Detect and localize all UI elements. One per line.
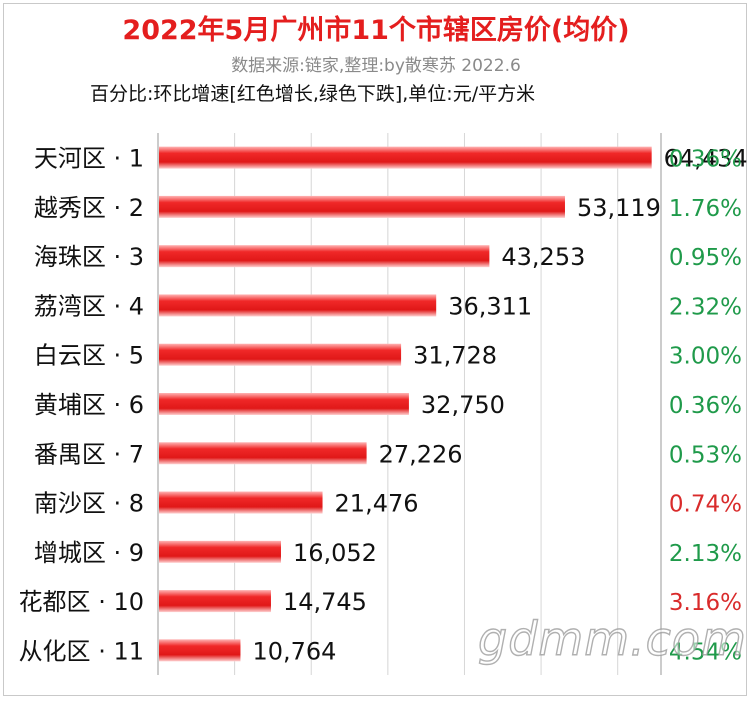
mom-change-label: 0.74% bbox=[669, 492, 742, 518]
value-label: 53,119 bbox=[577, 194, 661, 222]
category-label: 越秀区 · 2 bbox=[34, 194, 144, 222]
category-label: 从化区 · 11 bbox=[19, 637, 144, 665]
mom-change-label: 2.13% bbox=[669, 541, 742, 567]
chart-title: 2022年5月广州市11个市辖区房价(均价) bbox=[122, 15, 630, 46]
mom-change-label: 3.16% bbox=[669, 590, 742, 616]
bar bbox=[159, 491, 323, 514]
bar bbox=[159, 343, 402, 366]
bar bbox=[159, 590, 271, 613]
value-label: 27,226 bbox=[379, 440, 463, 468]
mom-change-label: 0.95% bbox=[669, 245, 742, 271]
bar bbox=[159, 442, 367, 465]
mom-change-label: 3.00% bbox=[669, 344, 742, 370]
category-label: 白云区 · 5 bbox=[34, 342, 144, 370]
bar bbox=[159, 540, 281, 563]
bar bbox=[159, 294, 437, 317]
value-label: 43,253 bbox=[501, 243, 585, 271]
mom-change-label: 4.54% bbox=[669, 639, 742, 665]
category-label: 南沙区 · 8 bbox=[34, 490, 144, 518]
chart-note: 百分比:环比增速[红色增长,绿色下跌],单位:元/平方米 bbox=[90, 83, 536, 105]
category-label: 荔湾区 · 4 bbox=[34, 292, 144, 320]
value-label: 10,764 bbox=[252, 637, 336, 665]
mom-change-label: 0.36% bbox=[669, 393, 742, 419]
bar bbox=[159, 146, 652, 169]
category-label: 花都区 · 10 bbox=[19, 588, 144, 616]
value-label: 32,750 bbox=[421, 391, 505, 419]
bar bbox=[159, 393, 409, 415]
mom-change-label: 0.53% bbox=[669, 442, 742, 468]
mom-change-label: 1.76% bbox=[669, 196, 742, 222]
bar bbox=[159, 639, 241, 662]
value-label: 64,434 bbox=[664, 145, 748, 173]
chart-frame bbox=[3, 3, 747, 696]
mom-change-label: 2.32% bbox=[669, 294, 742, 320]
mom-change-label: 0.36% bbox=[669, 147, 742, 173]
value-label: 31,728 bbox=[413, 342, 497, 370]
bar bbox=[159, 245, 490, 268]
category-label: 黄埔区 · 6 bbox=[34, 391, 144, 419]
category-label: 天河区 · 1 bbox=[34, 145, 144, 173]
value-label: 21,476 bbox=[335, 490, 419, 518]
value-label: 14,745 bbox=[283, 588, 367, 616]
value-label: 36,311 bbox=[448, 292, 532, 320]
category-label: 增城区 · 9 bbox=[34, 539, 144, 567]
category-label: 番禺区 · 7 bbox=[34, 440, 144, 468]
value-label: 16,052 bbox=[293, 539, 377, 567]
chart-subtitle: 数据来源:链家,整理:by散寒苏 2022.6 bbox=[231, 56, 521, 76]
category-label: 海珠区 · 3 bbox=[34, 243, 144, 271]
bar bbox=[159, 195, 565, 218]
